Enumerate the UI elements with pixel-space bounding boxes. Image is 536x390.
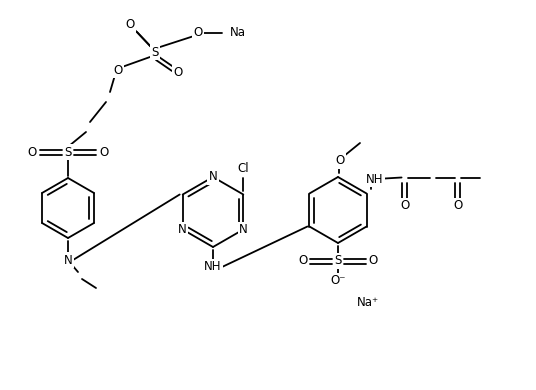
Text: N: N: [209, 170, 218, 184]
Text: NH: NH: [204, 261, 222, 273]
Text: O: O: [27, 145, 36, 158]
Text: O: O: [193, 27, 203, 39]
Text: O: O: [400, 199, 409, 212]
Text: O: O: [173, 66, 183, 78]
Text: O: O: [114, 64, 123, 76]
Text: O: O: [99, 145, 109, 158]
Text: Na: Na: [230, 27, 246, 39]
Text: O: O: [336, 154, 345, 167]
Text: S: S: [64, 145, 72, 158]
Text: O: O: [299, 255, 308, 268]
Text: S: S: [151, 46, 159, 58]
Text: Cl: Cl: [237, 162, 249, 175]
Text: N: N: [64, 254, 72, 266]
Text: N: N: [178, 223, 187, 236]
Text: O: O: [125, 18, 135, 32]
Text: O: O: [368, 255, 378, 268]
Text: NH: NH: [366, 173, 383, 186]
Text: Na⁺: Na⁺: [357, 296, 379, 310]
Text: S: S: [334, 255, 341, 268]
Text: O⁻: O⁻: [330, 275, 346, 287]
Text: N: N: [239, 223, 248, 236]
Text: O: O: [453, 199, 462, 212]
